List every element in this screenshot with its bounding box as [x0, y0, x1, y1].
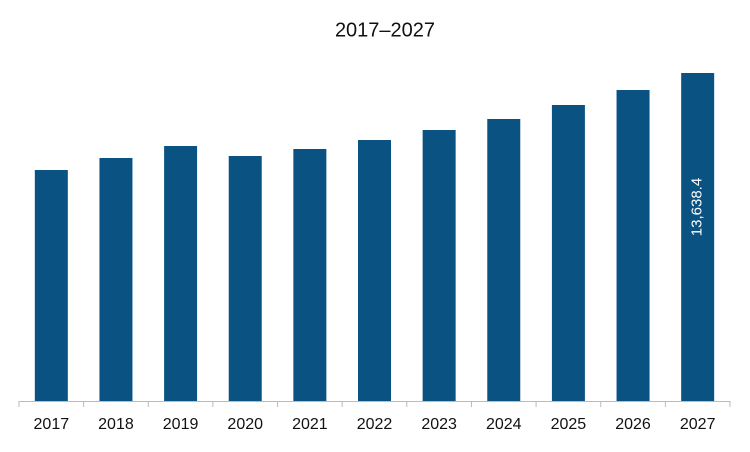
x-tick-label: 2017 — [34, 416, 70, 433]
bar — [616, 90, 650, 401]
bar — [34, 170, 68, 401]
x-tick-label: 2023 — [421, 416, 457, 433]
bar — [293, 149, 327, 401]
bar — [228, 156, 262, 401]
x-tick-label: 2021 — [292, 416, 328, 433]
bar — [99, 158, 133, 401]
bar — [681, 73, 715, 401]
value-label: 13,638.4 — [689, 178, 706, 236]
bar — [358, 140, 391, 401]
bar — [422, 130, 456, 401]
x-tick-label: 2018 — [98, 416, 134, 433]
chart-title: 2017–2027 — [335, 19, 435, 41]
x-tick-label: 2026 — [615, 416, 651, 433]
x-tick-label: 2019 — [163, 416, 199, 433]
x-tick-label: 2025 — [551, 416, 587, 433]
x-tick-label: 2024 — [486, 416, 522, 433]
x-tick-label: 2022 — [357, 416, 393, 433]
x-tick-label: 2020 — [227, 416, 263, 433]
bar — [164, 146, 198, 401]
bar — [551, 104, 585, 401]
x-tick-label: 2027 — [680, 416, 716, 433]
bar — [487, 118, 521, 401]
